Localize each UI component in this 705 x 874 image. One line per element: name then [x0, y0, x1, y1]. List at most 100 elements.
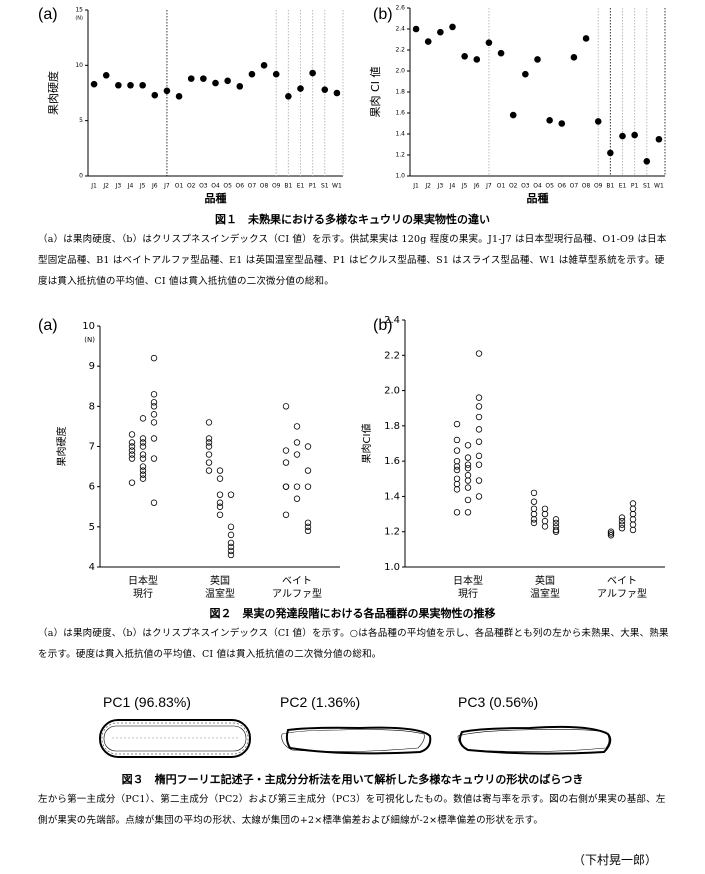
x-tick-label: J3	[437, 183, 444, 190]
x-tick-label: J6	[151, 183, 158, 190]
x-tick-label: S1	[321, 183, 329, 190]
point	[464, 472, 472, 479]
point	[139, 443, 147, 450]
point	[128, 451, 136, 458]
y-tick-label: 6	[89, 482, 95, 493]
point	[115, 81, 122, 89]
x-tick-label: J1	[90, 183, 97, 190]
point	[282, 447, 290, 454]
x-tick-label: ベイト	[282, 575, 312, 587]
point	[464, 461, 472, 468]
point	[175, 93, 183, 100]
x-tick-label: O3	[199, 183, 208, 190]
shape-label: PC1 (96.83%)	[103, 694, 191, 710]
point	[139, 463, 147, 470]
point	[224, 77, 231, 85]
point	[227, 491, 235, 498]
point	[285, 93, 292, 100]
x-tick-label: J5	[139, 183, 146, 190]
x-tick-label: O6	[236, 183, 245, 190]
point	[453, 509, 461, 516]
point	[309, 69, 316, 77]
point	[464, 509, 472, 516]
point	[282, 511, 290, 518]
x-tick-label: O3	[521, 183, 530, 190]
x-tick-label: O8	[260, 183, 269, 190]
y-tick-label: 9	[89, 361, 95, 372]
point	[541, 517, 549, 525]
point	[163, 87, 171, 95]
x-tick-label: 日本型	[453, 574, 483, 587]
point	[570, 54, 578, 61]
x-tick-label: J5	[461, 183, 468, 190]
point	[453, 447, 461, 454]
chart-firmness-cultivars: (a) 0 5 10 15 (N) 果肉硬度 J1 J2 J3 J4 J5 J6 J7 O1 O2 O3 O4 O5…	[38, 6, 344, 205]
x-tick-label: E1	[619, 183, 627, 190]
point	[128, 479, 136, 486]
figure-title: 図２ 果実の発達段階における各品種群の果実物性の推移	[209, 607, 496, 620]
x-tick-label: J2	[102, 183, 109, 190]
point	[552, 519, 560, 527]
point	[629, 510, 637, 518]
x-tick-label: B1	[284, 183, 292, 190]
point	[475, 426, 483, 433]
point	[546, 117, 553, 124]
x-tick-label: O6	[558, 183, 567, 190]
point	[216, 491, 224, 498]
point	[205, 451, 213, 458]
x-axis-label: 品種	[527, 191, 549, 205]
point	[282, 483, 290, 490]
x-tick-label: P1	[631, 183, 639, 190]
point	[464, 464, 472, 472]
point	[150, 499, 158, 506]
x-tick-label: O5	[223, 183, 232, 190]
point	[522, 70, 529, 78]
point	[216, 511, 224, 518]
y-tick-label: 5	[79, 117, 83, 124]
x-tick-label: 温室型	[205, 587, 235, 600]
point	[260, 62, 268, 69]
point	[150, 435, 158, 442]
x-tick-label: 温室型	[530, 587, 560, 600]
point	[473, 56, 481, 63]
point	[128, 431, 136, 438]
point	[629, 521, 637, 528]
point	[205, 467, 213, 474]
point	[558, 120, 566, 127]
x-tick-label: アルファ型	[272, 587, 322, 600]
point	[304, 519, 312, 527]
point	[227, 539, 235, 547]
point	[453, 466, 461, 474]
point	[150, 391, 158, 398]
point	[464, 496, 472, 504]
point	[227, 543, 235, 551]
point	[453, 475, 461, 482]
point	[631, 131, 638, 139]
point	[619, 132, 626, 140]
y-tick-label: 1.8	[395, 89, 405, 96]
point	[205, 419, 213, 426]
point	[475, 477, 483, 484]
point	[541, 523, 549, 530]
point	[453, 436, 461, 444]
x-tick-label: B1	[606, 183, 614, 190]
point	[205, 443, 213, 450]
point	[333, 89, 341, 97]
point	[205, 435, 213, 442]
x-tick-label: 英国	[535, 574, 555, 587]
point	[102, 71, 110, 79]
x-tick-label: E1	[297, 183, 305, 190]
x-tick-label: O4	[533, 183, 542, 190]
panel-label: (b)	[373, 317, 393, 334]
point	[150, 411, 158, 418]
y-tick-label: 1.8	[384, 421, 400, 432]
point	[552, 526, 560, 534]
x-tick-label: O2	[187, 183, 196, 190]
point	[464, 454, 472, 461]
x-tick-label: 日本型	[128, 574, 158, 587]
x-tick-label: O7	[248, 183, 257, 190]
point	[655, 135, 663, 143]
